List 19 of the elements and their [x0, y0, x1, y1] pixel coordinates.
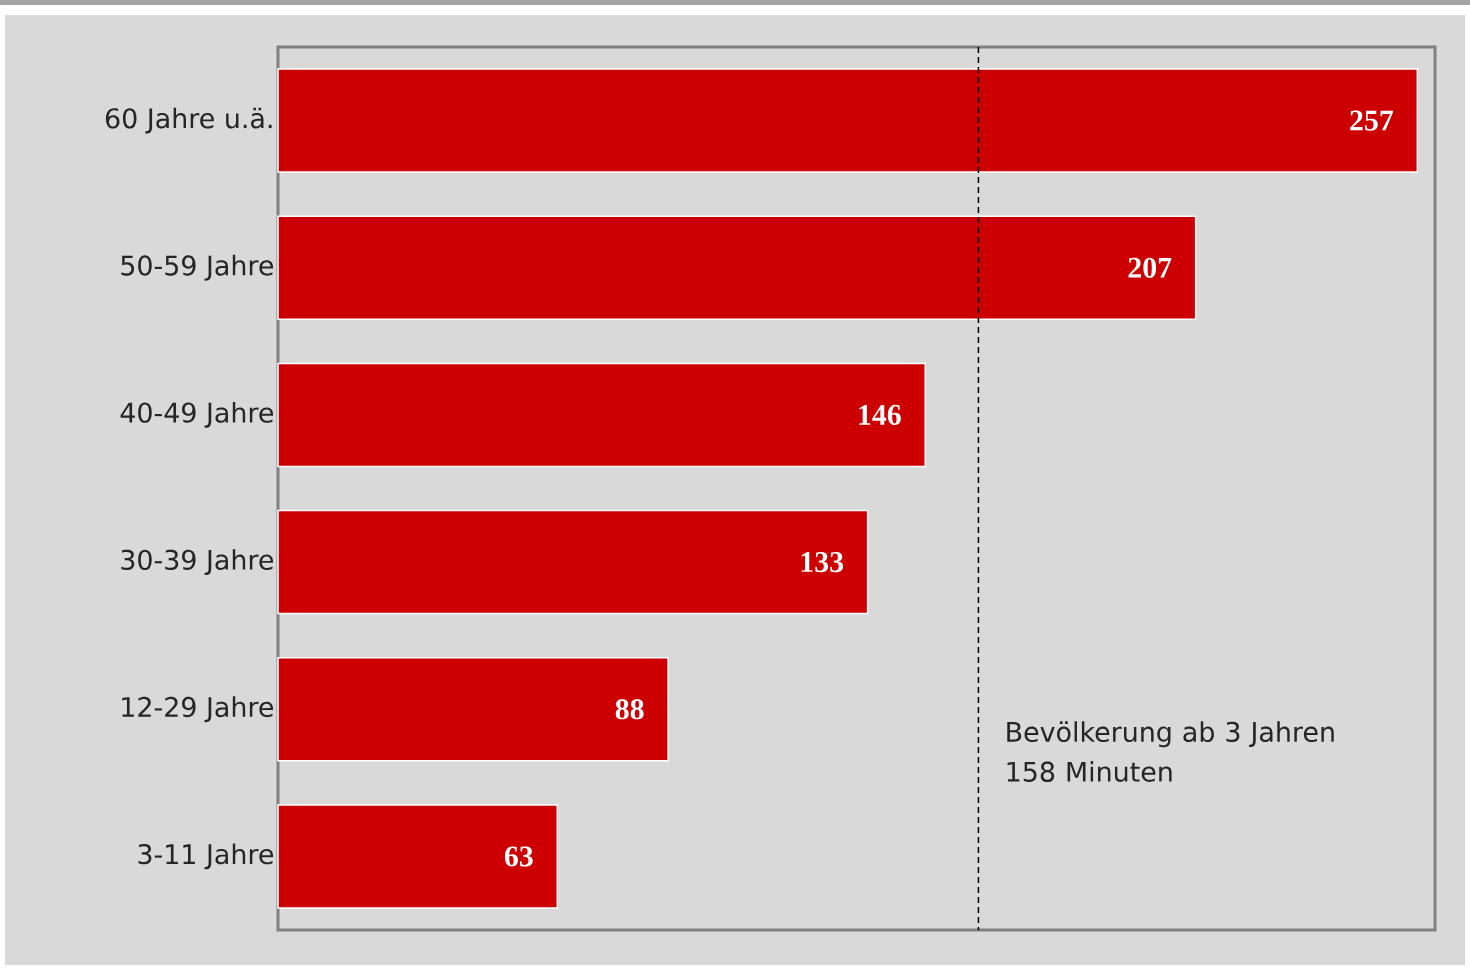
y-tick-label: 12-29 Jahre	[122, 696, 274, 723]
y-tick-label: 50-59 Jahre	[121, 254, 274, 281]
bar	[277, 657, 669, 762]
bar	[277, 215, 1197, 321]
data-label: 63	[504, 846, 533, 867]
data-label: 207	[1128, 257, 1172, 278]
y-tick-label: 30-39 Jahre	[121, 549, 274, 576]
data-label: 257	[1350, 110, 1394, 131]
y-tick-label: 3-11 Jahre	[138, 843, 274, 870]
bar	[277, 804, 559, 909]
bar	[277, 362, 926, 468]
y-tick-label: 40-49 Jahre	[120, 402, 274, 428]
ref-line-label: Bevölkerung ab 3 Jahren 158 Minuten	[1007, 721, 1334, 782]
bar	[277, 509, 869, 615]
data-label: 88	[615, 699, 644, 720]
data-label: 146	[859, 404, 901, 425]
bar	[277, 68, 1419, 173]
y-tick-label: 60 Jahre u.ä.	[105, 107, 272, 134]
data-label: 133	[801, 552, 844, 573]
